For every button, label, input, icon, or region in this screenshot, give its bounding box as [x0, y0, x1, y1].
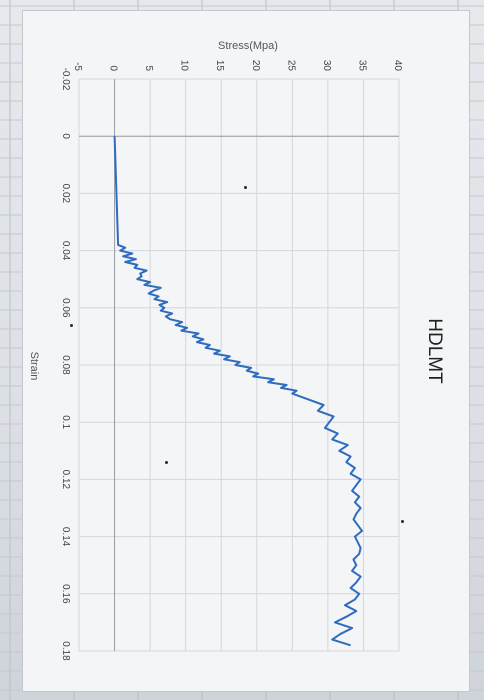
- series-line: [113, 136, 363, 647]
- y-tick-labels: -5 0 5 10 15 20 25 30 35 40: [72, 60, 403, 72]
- dust-speck: [165, 461, 168, 464]
- y-tick-label: 10: [179, 60, 190, 72]
- x-tick-label: 0.1: [60, 415, 71, 429]
- y-tick-label: 40: [392, 60, 403, 72]
- dust-speck: [401, 520, 404, 523]
- y-tick-label: 30: [321, 60, 332, 72]
- axes: [79, 79, 399, 651]
- x-axis-label: Strain: [28, 352, 40, 381]
- y-tick-label: 25: [285, 60, 296, 72]
- x-tick-label: 0.08: [60, 355, 71, 375]
- line-chart: -0.02 0 0.02 0.04 0.06 0.08 0.1 0.12 0.14 0.16 0.1…: [28, 40, 445, 662]
- chart-area: -0.02 0 0.02 0.04 0.06 0.08 0.1 0.12 0.14 0.16 0.1…: [22, 10, 470, 692]
- y-tick-label: 20: [250, 60, 261, 72]
- y-tick-label: 15: [214, 60, 225, 72]
- y-axis-label: Stress(Mpa): [218, 40, 278, 52]
- series-lines: [113, 136, 363, 647]
- x-tick-label: 0.16: [60, 584, 71, 604]
- y-tick-label: 35: [356, 60, 367, 72]
- x-tick-label: 0.02: [60, 184, 71, 204]
- dust-speck: [244, 186, 247, 189]
- y-tick-label: 5: [143, 65, 154, 71]
- y-tick-label: -5: [72, 62, 83, 71]
- dust-speck: [70, 324, 73, 327]
- chart-title: HDLMT: [424, 318, 445, 384]
- x-tick-label: -0.02: [60, 68, 71, 91]
- y-tick-label: 0: [108, 65, 119, 71]
- x-tick-label: 0.14: [60, 527, 71, 547]
- x-tick-label: 0.18: [60, 641, 71, 661]
- x-tick-labels: -0.02 0 0.02 0.04 0.06 0.08 0.1 0.12 0.14 0.16 0.1…: [60, 68, 71, 662]
- x-tick-label: 0.04: [60, 241, 71, 261]
- x-tick-label: 0.12: [60, 470, 71, 490]
- x-tick-label: 0: [60, 133, 71, 139]
- x-tick-label: 0.06: [60, 298, 71, 318]
